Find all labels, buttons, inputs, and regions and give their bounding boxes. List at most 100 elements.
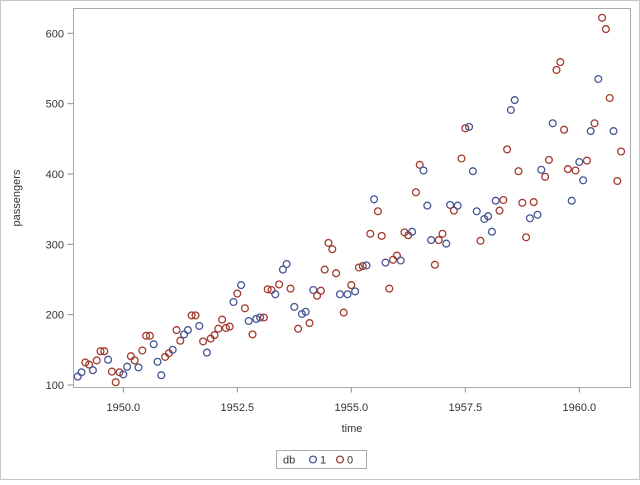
data-point bbox=[187, 311, 196, 320]
data-point bbox=[506, 105, 515, 115]
data-point bbox=[457, 154, 466, 163]
data-point bbox=[301, 307, 310, 316]
data-point bbox=[617, 147, 626, 156]
data-point bbox=[476, 236, 485, 245]
data-point bbox=[278, 265, 287, 274]
data-point bbox=[183, 326, 192, 335]
data-point bbox=[123, 362, 132, 371]
data-point bbox=[202, 348, 211, 357]
data-point bbox=[442, 239, 451, 248]
data-point bbox=[385, 284, 394, 293]
data-point bbox=[487, 227, 496, 236]
data-point bbox=[472, 207, 481, 216]
data-point bbox=[233, 289, 242, 298]
data-point bbox=[419, 166, 428, 175]
data-point bbox=[195, 321, 204, 330]
data-point bbox=[605, 93, 614, 103]
data-point bbox=[370, 195, 379, 204]
data-point bbox=[157, 371, 166, 380]
data-point bbox=[199, 337, 208, 346]
data-point bbox=[294, 324, 303, 333]
data-point bbox=[571, 166, 580, 175]
data-point bbox=[237, 281, 246, 290]
data-point bbox=[563, 165, 572, 174]
y-tick-label: 100 bbox=[46, 380, 64, 392]
data-point bbox=[408, 227, 417, 236]
y-tick-label: 500 bbox=[46, 99, 64, 111]
data-point bbox=[541, 172, 550, 181]
x-tick-label: 1957.5 bbox=[448, 402, 482, 414]
data-point bbox=[134, 363, 143, 372]
data-point bbox=[396, 256, 405, 265]
data-point bbox=[275, 280, 284, 289]
data-point bbox=[256, 313, 265, 322]
data-point bbox=[392, 251, 401, 260]
data-point bbox=[579, 176, 588, 185]
data-point bbox=[119, 370, 128, 379]
data-point bbox=[438, 229, 447, 238]
y-axis-label: passengers bbox=[11, 169, 23, 226]
data-point bbox=[598, 13, 607, 22]
data-point bbox=[96, 347, 105, 356]
data-point bbox=[305, 319, 314, 328]
y-tick-label: 200 bbox=[46, 310, 64, 322]
data-point bbox=[221, 323, 230, 333]
data-point bbox=[214, 324, 223, 333]
data-point bbox=[153, 357, 162, 366]
data-point bbox=[286, 284, 295, 293]
data-point bbox=[533, 210, 542, 219]
data-point bbox=[328, 245, 337, 254]
data-point bbox=[609, 127, 618, 136]
data-point bbox=[548, 119, 557, 128]
data-point bbox=[271, 290, 280, 299]
data-point bbox=[552, 65, 561, 74]
data-point bbox=[468, 167, 477, 176]
x-tick-label: 1950.0 bbox=[106, 402, 140, 414]
data-point bbox=[248, 330, 257, 339]
data-point bbox=[575, 157, 584, 167]
x-tick-label: 1960.0 bbox=[562, 402, 596, 414]
data-point bbox=[191, 311, 200, 320]
data-point bbox=[560, 125, 569, 134]
data-point bbox=[351, 287, 360, 296]
data-point bbox=[449, 206, 458, 215]
data-point bbox=[427, 236, 436, 245]
data-point bbox=[290, 302, 299, 311]
data-point bbox=[252, 314, 261, 323]
data-point bbox=[142, 331, 151, 340]
data-point bbox=[263, 285, 272, 294]
data-point bbox=[373, 207, 382, 216]
data-point bbox=[423, 201, 432, 210]
data-point bbox=[544, 155, 553, 164]
data-point bbox=[453, 201, 462, 210]
data-point bbox=[434, 236, 443, 245]
legend: db 1 0 bbox=[276, 450, 367, 469]
data-point bbox=[347, 281, 356, 290]
data-point bbox=[130, 356, 139, 365]
data-point bbox=[601, 25, 610, 34]
legend-title: db bbox=[283, 455, 295, 467]
data-point bbox=[430, 260, 439, 269]
data-point bbox=[446, 200, 455, 209]
data-point bbox=[316, 286, 325, 295]
x-tick-label: 1952.5 bbox=[220, 402, 254, 414]
data-point bbox=[138, 346, 147, 355]
data-point bbox=[514, 167, 523, 176]
data-point bbox=[461, 124, 470, 133]
data-point bbox=[529, 198, 538, 207]
data-point bbox=[495, 206, 504, 215]
data-point bbox=[411, 188, 420, 197]
data-point bbox=[510, 96, 519, 105]
data-point bbox=[499, 195, 508, 205]
data-point bbox=[567, 196, 576, 205]
data-point bbox=[381, 258, 390, 267]
data-point bbox=[218, 315, 227, 324]
data-point bbox=[92, 356, 101, 365]
data-point bbox=[324, 238, 333, 247]
data-point bbox=[172, 326, 181, 335]
data-point bbox=[594, 74, 603, 84]
legend-entry-db1-label: 1 bbox=[320, 455, 326, 467]
data-point bbox=[313, 291, 322, 300]
